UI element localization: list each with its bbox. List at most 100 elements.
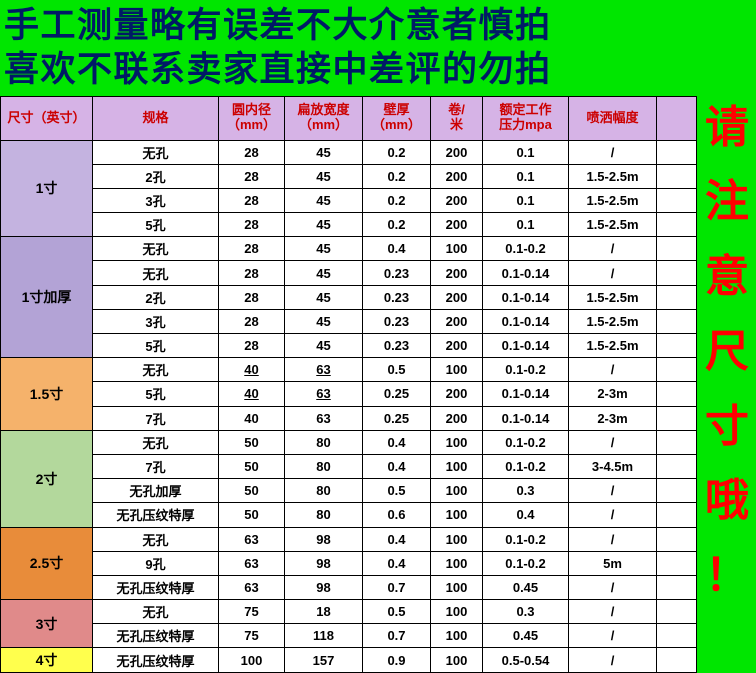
cell-pres: 0.45 xyxy=(483,575,569,599)
cell-roll: 200 xyxy=(431,261,483,285)
cell-spray: 2-3m xyxy=(569,382,657,406)
cell-wall: 0.7 xyxy=(363,624,431,648)
cell-id: 50 xyxy=(219,454,285,478)
cell-spec: 无孔 xyxy=(93,600,219,624)
cell-pres: 0.1 xyxy=(483,140,569,164)
cell-id: 50 xyxy=(219,430,285,454)
cell-extra xyxy=(657,551,697,575)
cell-spray: / xyxy=(569,575,657,599)
cell-id: 28 xyxy=(219,261,285,285)
banner-line-1: 手工测量略有误差不大介意者慎拍 xyxy=(4,4,756,48)
cell-extra xyxy=(657,164,697,188)
cell-wall: 0.5 xyxy=(363,600,431,624)
cell-roll: 200 xyxy=(431,285,483,309)
cell-spray: / xyxy=(569,624,657,648)
cell-extra xyxy=(657,503,697,527)
cell-flat: 63 xyxy=(285,358,363,382)
cell-wall: 0.23 xyxy=(363,285,431,309)
cell-pres: 0.3 xyxy=(483,600,569,624)
cell-id: 28 xyxy=(219,164,285,188)
cell-id: 100 xyxy=(219,648,285,672)
cell-spray: / xyxy=(569,527,657,551)
cell-id: 63 xyxy=(219,527,285,551)
cell-spec: 7孔 xyxy=(93,406,219,430)
table-row: 3孔28450.232000.1-0.141.5-2.5m xyxy=(1,309,697,333)
size-cell: 2.5寸 xyxy=(1,527,93,600)
cell-pres: 0.5-0.54 xyxy=(483,648,569,672)
cell-id: 40 xyxy=(219,406,285,430)
cell-wall: 0.25 xyxy=(363,406,431,430)
table-row: 无孔加厚50800.51000.3/ xyxy=(1,479,697,503)
cell-pres: 0.1-0.2 xyxy=(483,527,569,551)
cell-flat: 45 xyxy=(285,164,363,188)
cell-id: 63 xyxy=(219,575,285,599)
cell-id: 28 xyxy=(219,309,285,333)
cell-wall: 0.4 xyxy=(363,527,431,551)
size-cell: 1寸 xyxy=(1,140,93,237)
cell-roll: 200 xyxy=(431,188,483,212)
cell-spray: 1.5-2.5m xyxy=(569,164,657,188)
cell-extra xyxy=(657,527,697,551)
cell-spec: 5孔 xyxy=(93,334,219,358)
cell-pres: 0.1-0.2 xyxy=(483,454,569,478)
table-row: 5孔40630.252000.1-0.142-3m xyxy=(1,382,697,406)
table-row: 无孔压纹特厚63980.71000.45/ xyxy=(1,575,697,599)
table-row: 无孔压纹特厚751180.71000.45/ xyxy=(1,624,697,648)
cell-spec: 5孔 xyxy=(93,382,219,406)
cell-flat: 157 xyxy=(285,648,363,672)
cell-spray: / xyxy=(569,600,657,624)
col-header-roll: 卷/米 xyxy=(431,96,483,140)
cell-spec: 无孔 xyxy=(93,430,219,454)
cell-wall: 0.4 xyxy=(363,430,431,454)
cell-spec: 无孔压纹特厚 xyxy=(93,503,219,527)
col-header-inner_d: 圆内径（mm） xyxy=(219,96,285,140)
size-cell: 3寸 xyxy=(1,600,93,648)
cell-spray: 3-4.5m xyxy=(569,454,657,478)
col-header-spec: 规格 xyxy=(93,96,219,140)
table-header-row: 尺寸（英寸）规格圆内径（mm）扁放宽度（mm）壁厚（mm）卷/米额定工作压力mp… xyxy=(1,96,697,140)
warning-banner: 手工测量略有误差不大介意者慎拍 喜欢不联系卖家直接中差评的勿拍 xyxy=(0,0,756,96)
cell-id: 50 xyxy=(219,479,285,503)
cell-flat: 45 xyxy=(285,237,363,261)
spec-table: 尺寸（英寸）规格圆内径（mm）扁放宽度（mm）壁厚（mm）卷/米额定工作压力mp… xyxy=(0,96,697,673)
cell-roll: 100 xyxy=(431,237,483,261)
cell-pres: 0.1-0.14 xyxy=(483,285,569,309)
col-header-spray: 喷洒幅度 xyxy=(569,96,657,140)
cell-id: 28 xyxy=(219,140,285,164)
cell-flat: 45 xyxy=(285,285,363,309)
cell-roll: 100 xyxy=(431,575,483,599)
cell-roll: 200 xyxy=(431,213,483,237)
table-row: 7孔40630.252000.1-0.142-3m xyxy=(1,406,697,430)
cell-extra xyxy=(657,600,697,624)
cell-id: 28 xyxy=(219,334,285,358)
cell-id: 28 xyxy=(219,188,285,212)
sidebar-char: 意 xyxy=(705,251,749,304)
cell-extra xyxy=(657,430,697,454)
cell-id: 75 xyxy=(219,624,285,648)
banner-line-2: 喜欢不联系卖家直接中差评的勿拍 xyxy=(4,48,756,92)
size-cell: 1寸加厚 xyxy=(1,237,93,358)
cell-spec: 3孔 xyxy=(93,309,219,333)
cell-roll: 100 xyxy=(431,479,483,503)
cell-spray: 2-3m xyxy=(569,406,657,430)
cell-roll: 200 xyxy=(431,406,483,430)
cell-pres: 0.1-0.14 xyxy=(483,334,569,358)
table-row: 2.5寸无孔63980.41000.1-0.2/ xyxy=(1,527,697,551)
cell-flat: 45 xyxy=(285,140,363,164)
cell-pres: 0.45 xyxy=(483,624,569,648)
cell-flat: 118 xyxy=(285,624,363,648)
cell-roll: 100 xyxy=(431,503,483,527)
cell-wall: 0.2 xyxy=(363,213,431,237)
sidebar-char: 哦 xyxy=(705,475,749,528)
cell-roll: 100 xyxy=(431,430,483,454)
cell-flat: 63 xyxy=(285,406,363,430)
cell-wall: 0.23 xyxy=(363,261,431,285)
cell-flat: 80 xyxy=(285,430,363,454)
table-row: 1寸无孔28450.22000.1/ xyxy=(1,140,697,164)
cell-flat: 45 xyxy=(285,334,363,358)
cell-spray: / xyxy=(569,430,657,454)
cell-flat: 45 xyxy=(285,261,363,285)
cell-roll: 100 xyxy=(431,527,483,551)
cell-spray: / xyxy=(569,140,657,164)
table-row: 4寸无孔压纹特厚1001570.91000.5-0.54/ xyxy=(1,648,697,672)
